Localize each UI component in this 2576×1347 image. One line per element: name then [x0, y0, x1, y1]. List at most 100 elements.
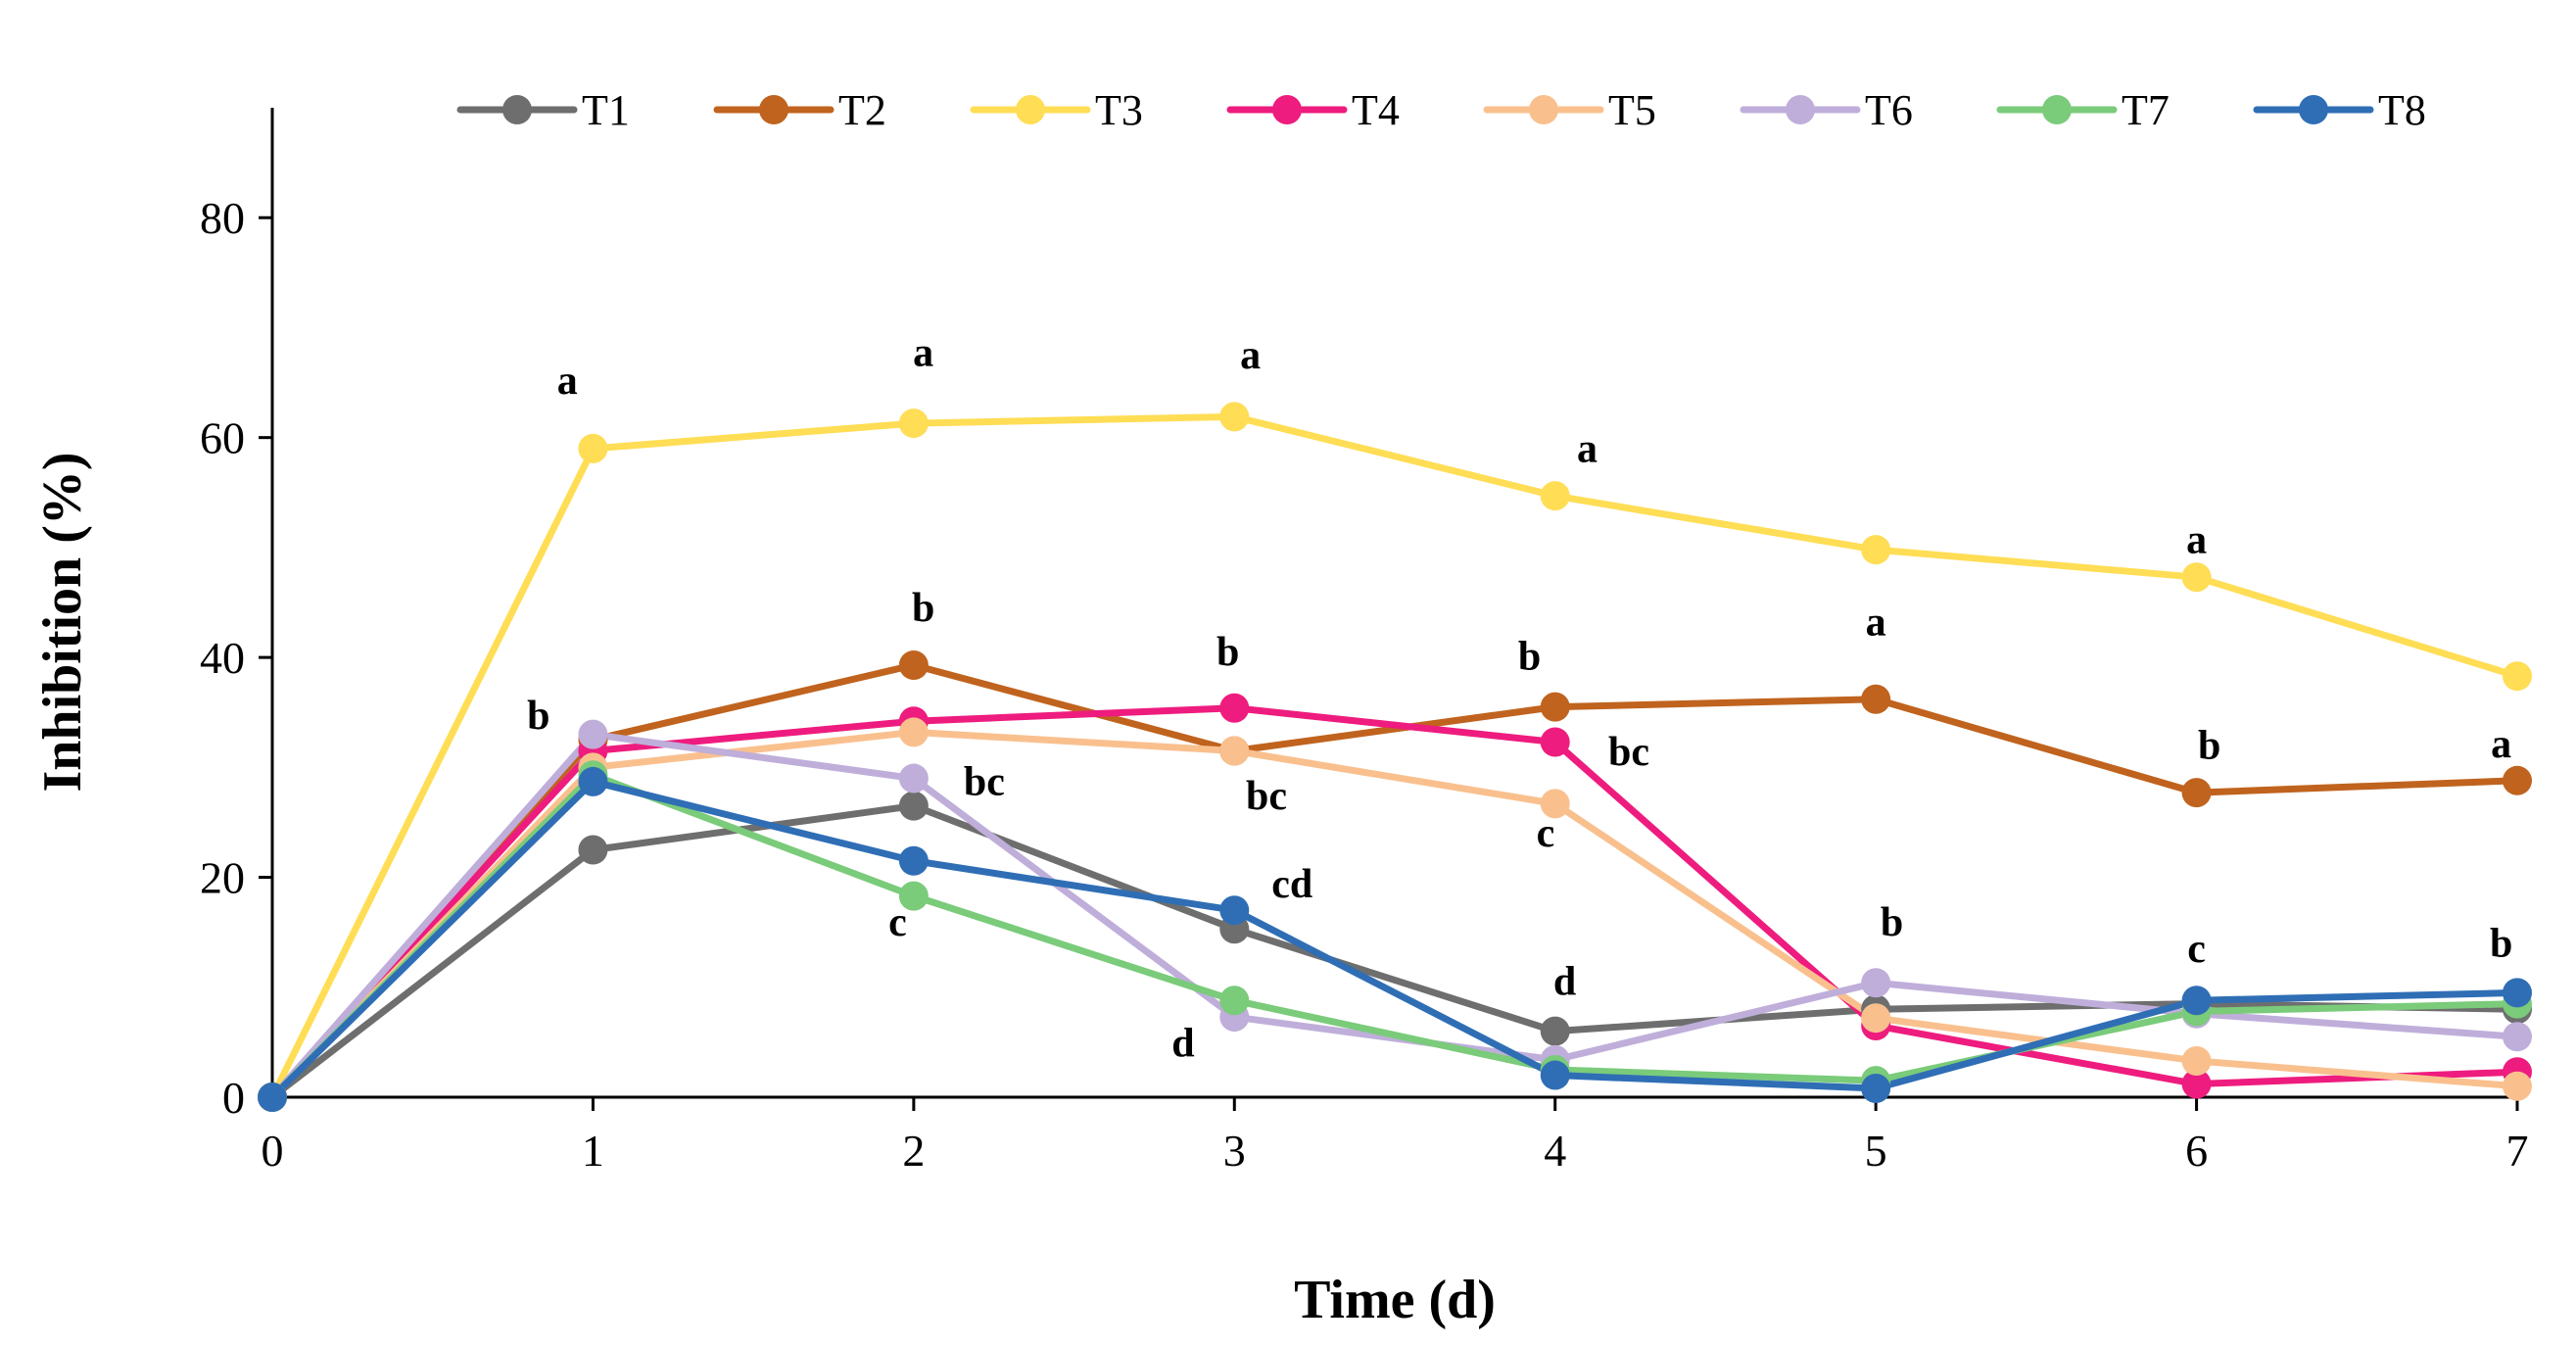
y-tick-label: 60 — [200, 413, 245, 463]
legend-item-t6: T6 — [1740, 86, 1913, 134]
legend-swatch-marker — [502, 95, 532, 124]
significance-letter: a — [557, 359, 578, 404]
significance-letter: bc — [1246, 774, 1287, 819]
data-point-t8 — [2181, 986, 2212, 1016]
data-point-t8 — [1540, 1060, 1570, 1090]
legend-item-t7: T7 — [1996, 86, 2170, 134]
data-point-t6 — [898, 763, 929, 794]
data-point-t2 — [2181, 778, 2212, 808]
data-point-t2 — [1540, 692, 1570, 722]
data-point-t5 — [1540, 789, 1570, 819]
data-point-t4 — [1540, 727, 1570, 757]
significance-letter: a — [1577, 426, 1598, 471]
series-line-t8 — [268, 778, 2521, 1101]
data-point-t1 — [898, 791, 929, 821]
data-point-t3 — [2503, 661, 2532, 692]
significance-letter: a — [2186, 518, 2207, 563]
significance-letter: b — [912, 586, 934, 631]
legend-swatch-marker — [759, 95, 788, 124]
data-point-t2 — [2503, 765, 2532, 795]
series-points — [258, 402, 2532, 1112]
data-point-t8 — [2503, 978, 2532, 1008]
x-tick-label: 7 — [2506, 1126, 2529, 1176]
significance-letter: a — [2491, 722, 2511, 767]
significance-letter: a — [913, 331, 933, 376]
x-tick-label: 3 — [1223, 1126, 1246, 1176]
data-point-t8 — [258, 1082, 287, 1112]
data-point-t2 — [1861, 684, 1891, 714]
significance-letter: b — [527, 694, 549, 739]
x-tick-label: 5 — [1865, 1126, 1887, 1176]
data-point-t3 — [578, 433, 608, 463]
data-point-t3 — [2181, 562, 2212, 593]
legend: T1 T2 T3 T4 T5 T6 T7 T8 — [456, 86, 2426, 134]
ticks: 0 20 40 60 80 0 1 2 3 4 5 6 7 — [200, 193, 2529, 1176]
legend-label: T3 — [1095, 86, 1143, 134]
legend-label: T2 — [838, 86, 886, 134]
y-tick-label: 0 — [222, 1073, 245, 1123]
legend-item-t1: T1 — [456, 86, 630, 134]
legend-label: T7 — [2122, 86, 2170, 134]
data-point-t3 — [898, 409, 929, 439]
legend-item-t8: T8 — [2253, 86, 2426, 134]
data-point-t3 — [1861, 535, 1891, 565]
legend-swatch-marker — [2299, 95, 2328, 124]
series-line-t3 — [268, 412, 2521, 1101]
x-axis-title: Time (d) — [1294, 1270, 1496, 1330]
significance-letter: b — [1216, 630, 1239, 675]
legend-label: T8 — [2378, 86, 2426, 134]
significance-letter: c — [2187, 927, 2206, 972]
x-tick-label: 6 — [2185, 1126, 2208, 1176]
legend-swatch-marker — [1016, 95, 1045, 124]
legend-item-t2: T2 — [713, 86, 886, 134]
data-point-t4 — [2181, 1069, 2212, 1099]
legend-swatch-marker — [1786, 95, 1815, 124]
data-point-t5 — [1219, 736, 1250, 766]
legend-label: T6 — [1865, 86, 1913, 134]
significance-letter: b — [1881, 900, 1903, 945]
data-point-t6 — [2503, 1022, 2532, 1052]
data-point-t3 — [1540, 481, 1570, 511]
legend-item-t3: T3 — [970, 86, 1143, 134]
legend-item-t4: T4 — [1226, 86, 1400, 134]
data-point-t5 — [2503, 1071, 2532, 1101]
series-line-t7 — [268, 771, 2521, 1101]
data-point-t8 — [578, 766, 608, 796]
data-point-t1 — [578, 835, 608, 865]
series-line-t2 — [268, 661, 2521, 1101]
legend-item-t5: T5 — [1483, 86, 1656, 134]
series-line-t5 — [268, 728, 2521, 1101]
data-point-t8 — [1219, 895, 1250, 926]
significance-letter: a — [1866, 601, 1886, 646]
data-point-t7 — [898, 881, 929, 911]
significance-letter: bc — [964, 759, 1005, 804]
series-line-t1 — [268, 802, 2521, 1101]
significance-letter: b — [1518, 634, 1541, 679]
significance-letter: a — [1240, 333, 1261, 378]
data-point-t7 — [1219, 986, 1250, 1016]
data-point-t6 — [578, 719, 608, 749]
data-point-t8 — [898, 845, 929, 876]
legend-label: T5 — [1608, 86, 1656, 134]
y-axis-title: Inhibition (%) — [32, 453, 93, 793]
y-tick-label: 20 — [200, 853, 245, 903]
significance-letter: bc — [1608, 730, 1649, 775]
significance-letter: d — [1171, 1021, 1194, 1066]
significance-letter: cd — [1271, 862, 1312, 907]
legend-label: T1 — [582, 86, 630, 134]
x-tick-label: 1 — [582, 1126, 604, 1176]
data-point-t4 — [1219, 693, 1250, 723]
legend-label: T4 — [1352, 86, 1400, 134]
data-point-t1 — [1540, 1016, 1570, 1046]
data-point-t5 — [1861, 1003, 1891, 1034]
data-point-t8 — [1861, 1074, 1891, 1104]
x-tick-label: 0 — [262, 1126, 284, 1176]
data-point-t3 — [1219, 402, 1250, 432]
significance-letter: c — [1537, 811, 1555, 856]
legend-swatch-marker — [1529, 95, 1558, 124]
data-point-t5 — [2181, 1045, 2212, 1076]
significance-letter: b — [2490, 921, 2512, 966]
x-tick-label: 4 — [1544, 1126, 1566, 1176]
data-point-t5 — [898, 717, 929, 747]
